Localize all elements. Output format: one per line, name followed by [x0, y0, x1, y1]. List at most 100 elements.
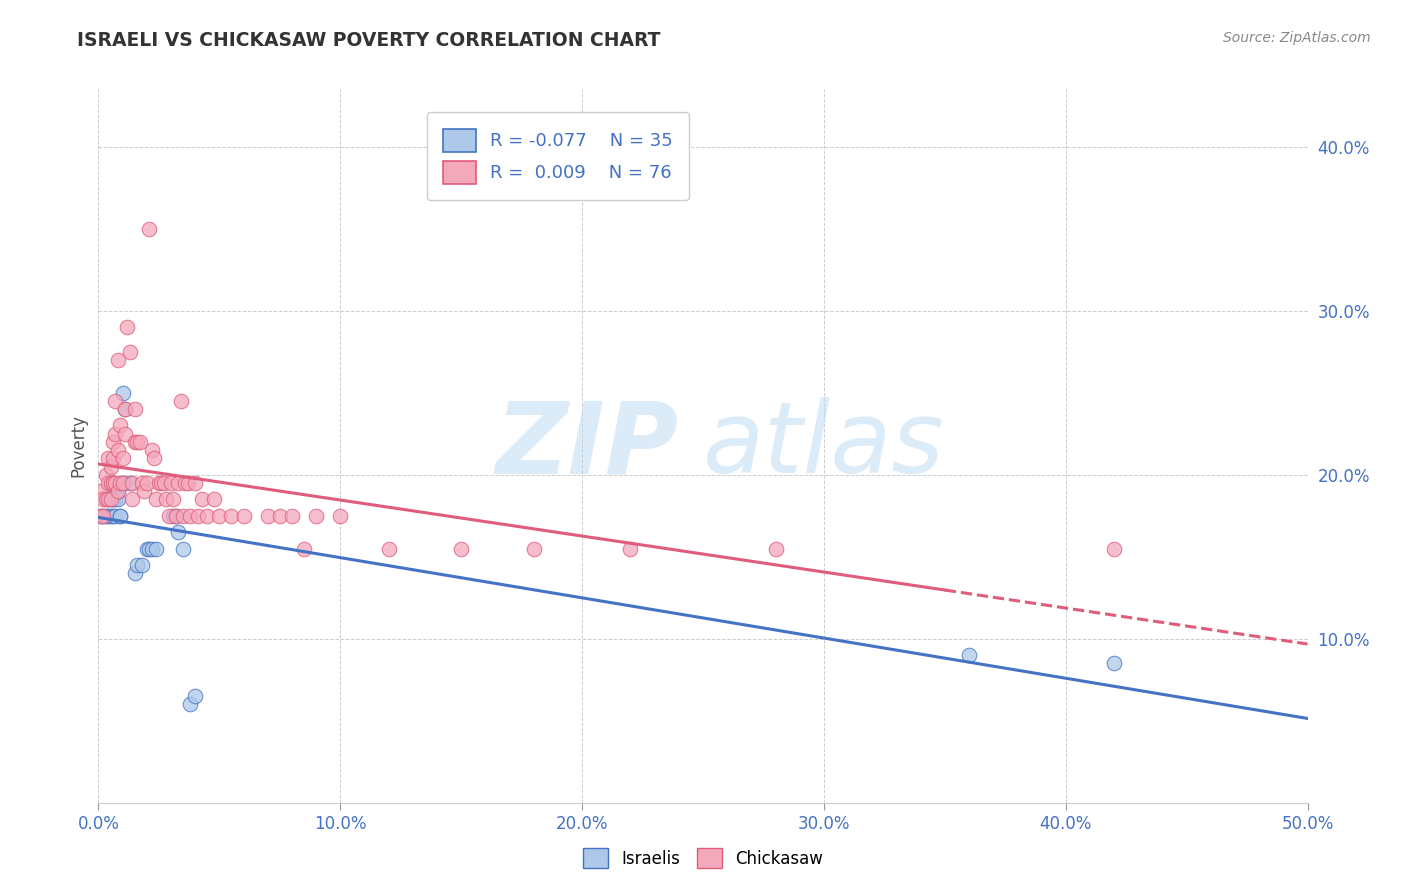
Point: [134, 484, 156, 499]
Point: [167, 525, 190, 540]
Point: [191, 492, 214, 507]
Point: [145, 492, 167, 507]
Point: [101, 451, 124, 466]
Point: [204, 492, 226, 507]
Point: [135, 475, 157, 490]
Point: [195, 508, 218, 523]
Point: [160, 475, 183, 490]
Point: [128, 434, 150, 449]
Point: [94, 508, 117, 523]
Point: [172, 508, 194, 523]
Point: [101, 475, 124, 490]
Point: [114, 426, 136, 441]
Point: [162, 492, 184, 507]
Point: [94, 492, 117, 507]
Point: [1102, 541, 1125, 556]
Point: [100, 459, 122, 474]
Point: [114, 402, 136, 417]
Point: [184, 475, 207, 490]
Point: [107, 484, 129, 499]
Point: [121, 492, 143, 507]
Point: [143, 451, 166, 466]
Point: [111, 385, 134, 400]
Point: [91, 492, 114, 507]
Point: [104, 492, 127, 507]
Point: [107, 492, 129, 507]
Point: [97, 451, 120, 466]
Point: [187, 508, 209, 523]
Point: [97, 508, 120, 523]
Point: [104, 426, 127, 441]
Point: [135, 541, 157, 556]
Point: [100, 508, 122, 523]
Point: [101, 492, 124, 507]
Point: [232, 508, 254, 523]
Point: [167, 475, 190, 490]
Point: [121, 475, 143, 490]
Point: [107, 484, 129, 499]
Point: [450, 541, 472, 556]
Point: [305, 508, 328, 523]
Y-axis label: Poverty: Poverty: [69, 415, 87, 477]
Point: [145, 541, 167, 556]
Point: [127, 558, 149, 572]
Text: Source: ZipAtlas.com: Source: ZipAtlas.com: [1223, 31, 1371, 45]
Point: [377, 541, 399, 556]
Point: [90, 508, 112, 523]
Point: [150, 475, 173, 490]
Point: [131, 475, 153, 490]
Point: [104, 508, 127, 523]
Point: [138, 541, 160, 556]
Point: [221, 508, 243, 523]
Point: [94, 467, 117, 482]
Point: [108, 508, 131, 523]
Point: [104, 393, 127, 408]
Point: [118, 344, 141, 359]
Point: [141, 541, 163, 556]
Point: [141, 443, 163, 458]
Point: [169, 393, 191, 408]
Point: [100, 492, 122, 507]
Point: [765, 541, 787, 556]
Point: [127, 434, 149, 449]
Point: [165, 508, 187, 523]
Point: [101, 508, 124, 523]
Point: [111, 475, 134, 490]
Point: [101, 434, 124, 449]
Point: [174, 475, 197, 490]
Point: [97, 492, 120, 507]
Point: [97, 492, 120, 507]
Legend: R = -0.077    N = 35, R =  0.009    N = 76: R = -0.077 N = 35, R = 0.009 N = 76: [427, 112, 689, 201]
Point: [107, 443, 129, 458]
Point: [131, 558, 153, 572]
Point: [90, 484, 112, 499]
Point: [184, 689, 207, 703]
Point: [114, 402, 136, 417]
Point: [111, 451, 134, 466]
Point: [124, 566, 146, 581]
Point: [124, 402, 146, 417]
Point: [104, 475, 127, 490]
Point: [165, 508, 187, 523]
Point: [108, 508, 131, 523]
Point: [179, 698, 201, 712]
Point: [281, 508, 304, 523]
Point: [619, 541, 641, 556]
Point: [108, 475, 131, 490]
Point: [179, 508, 201, 523]
Point: [172, 541, 194, 556]
Point: [90, 508, 112, 523]
Point: [177, 475, 200, 490]
Point: [148, 475, 170, 490]
Point: [208, 508, 231, 523]
Text: atlas: atlas: [703, 398, 945, 494]
Point: [117, 320, 139, 334]
Point: [100, 475, 122, 490]
Point: [108, 418, 131, 433]
Point: [292, 541, 315, 556]
Point: [91, 508, 114, 523]
Point: [957, 648, 980, 662]
Point: [329, 508, 352, 523]
Point: [269, 508, 291, 523]
Point: [157, 508, 180, 523]
